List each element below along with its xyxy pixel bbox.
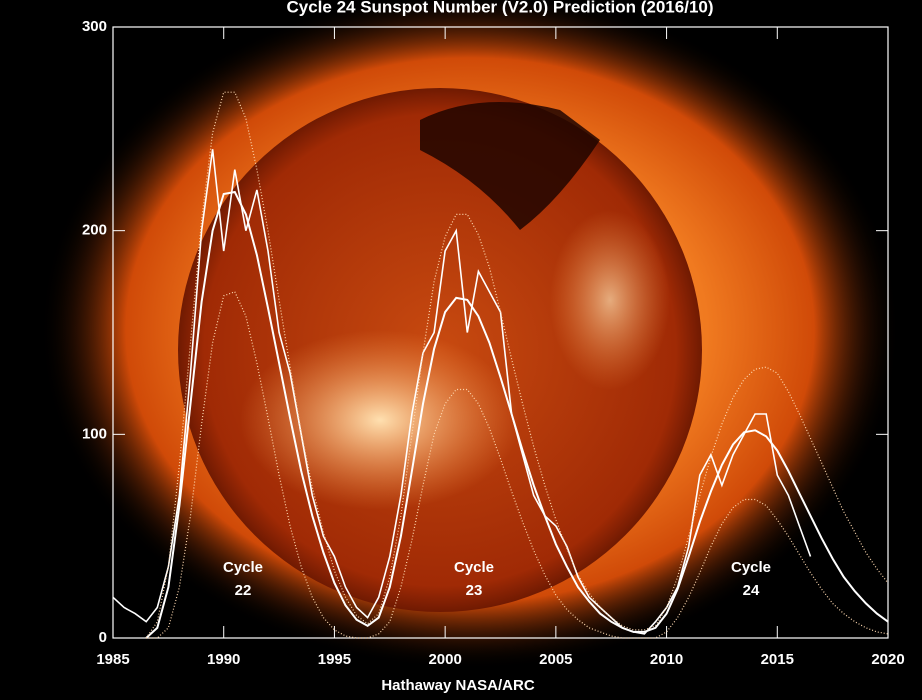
y-tick-label: 100 <box>82 425 107 442</box>
x-tick-label: 1995 <box>318 651 351 668</box>
coronal-hole <box>420 102 600 230</box>
y-tick-label: 200 <box>82 222 107 239</box>
active-region <box>240 330 520 510</box>
x-tick-label: 1985 <box>96 651 129 668</box>
active-region <box>550 210 670 390</box>
cycle-label: Cycle <box>223 559 263 576</box>
plot-frame <box>112 26 889 639</box>
series-line <box>112 149 812 635</box>
cycle-label: 22 <box>235 582 252 599</box>
cycle-label: Cycle <box>454 559 494 576</box>
chart-title: Cycle 24 Sunspot Number (V2.0) Predictio… <box>286 0 713 16</box>
series-line <box>145 190 889 639</box>
x-tick-label: 2020 <box>871 651 904 668</box>
x-tick-label: 2010 <box>650 651 683 668</box>
cycle-label: 24 <box>743 582 760 599</box>
y-tick-label: 0 <box>99 629 107 646</box>
cycle-label: Cycle <box>731 559 771 576</box>
x-tick-label: 2000 <box>428 651 461 668</box>
series-line <box>146 291 889 639</box>
x-tick-label: 2015 <box>761 651 794 668</box>
cycle-label: 23 <box>466 582 483 599</box>
credit: Hathaway NASA/ARC <box>381 677 535 694</box>
y-tick-label: 300 <box>82 18 107 35</box>
x-tick-label: 1990 <box>207 651 240 668</box>
x-tick-label: 2005 <box>539 651 572 668</box>
